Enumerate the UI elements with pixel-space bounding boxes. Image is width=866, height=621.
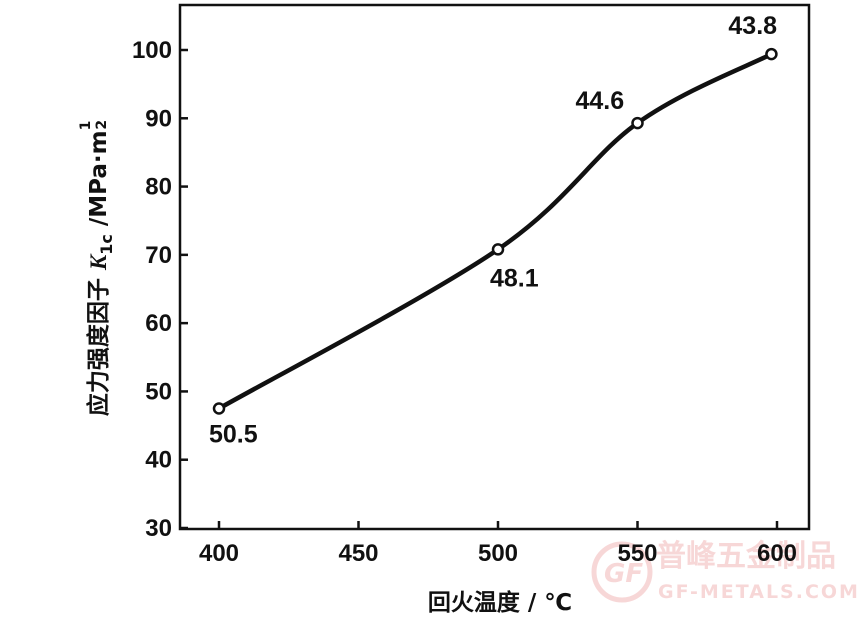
y-axis-title-exp-num: 1 [78,121,94,131]
watermark-text-en: GF-METALS.COM [658,581,860,603]
data-labels: 50.5 48.1 44.6 43.8 [209,12,777,448]
watermark-logo-text: GF [604,559,643,589]
x-tick-label: 500 [478,540,518,567]
y-axis-title-symbol: K [86,253,111,271]
data-label: 43.8 [728,12,777,40]
watermark: GF 普峰五金制品 GF-METALS.COM [591,539,860,603]
plot-frame [178,3,811,531]
data-point [491,243,505,256]
x-ticks: 400 450 500 550 600 [199,521,797,567]
data-label: 44.6 [576,87,625,115]
data-label: 48.1 [490,264,539,292]
y-axis-title-subscript: 1c [97,234,116,255]
x-tick-label: 550 [617,540,657,567]
x-axis-title: 回火温度 / ℃ [428,589,572,616]
watermark-text-cn: 普峰五金制品 [656,539,836,574]
watermark-logo-icon [591,541,653,603]
y-tick-label: 80 [145,174,172,201]
data-point [212,402,226,415]
y-tick-label: 70 [145,242,172,269]
x-tick-label: 600 [757,540,797,567]
data-markers [212,47,778,415]
data-label: 50.5 [209,421,258,449]
y-tick-label: 60 [145,310,172,337]
y-tick-label: 90 [145,105,172,132]
x-tick-label: 450 [338,540,378,567]
y-ticks: 30 40 50 60 70 80 90 100 [132,37,188,542]
y-tick-label: 30 [145,515,172,542]
data-point [631,116,644,130]
x-tick-label: 400 [199,540,239,567]
y-tick-label: 100 [132,37,172,64]
y-tick-label: 40 [145,447,172,474]
y-axis-title-exp-den: 2 [94,120,110,130]
y-axis-title-prefix: 应力强度因子 [85,270,112,416]
data-point [765,47,778,61]
y-axis-title-unit: /MPa·m [86,130,112,234]
series-line [216,51,774,411]
y-axis-title: 应力强度因子 K1c /MPa·m12 [78,120,116,416]
svg-text:应力强度因子 K1c /MPa·m12: 应力强度因子 K1c /MPa·m12 [78,120,116,416]
y-tick-label: 50 [145,378,172,405]
